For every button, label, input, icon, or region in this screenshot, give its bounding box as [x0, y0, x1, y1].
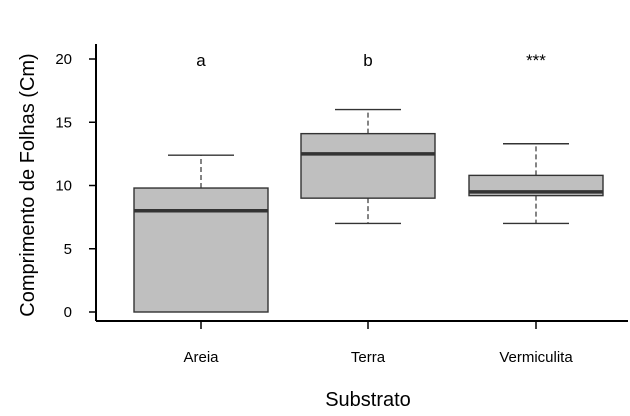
x-axis-title: Substrato: [325, 389, 411, 411]
box-areia: [133, 187, 269, 313]
box-terra: [300, 132, 436, 199]
y-tick-label-5: 5: [64, 241, 72, 258]
y-tick-label-0: 0: [64, 304, 72, 321]
y-tick-label-20: 20: [55, 51, 72, 68]
y-tick-label-15: 15: [55, 114, 72, 131]
x-tick-label-terra: Terra: [351, 349, 386, 366]
x-tick-label-areia: Areia: [183, 349, 219, 366]
y-axis-title: Comprimento de Folhas (Cm): [17, 53, 39, 316]
annotation-vermiculita: ***: [526, 51, 546, 70]
annotation-areia: a: [196, 51, 206, 70]
y-tick-label-10: 10: [55, 178, 72, 195]
x-tick-label-vermiculita: Vermiculita: [499, 349, 573, 366]
annotation-terra: b: [363, 51, 372, 70]
